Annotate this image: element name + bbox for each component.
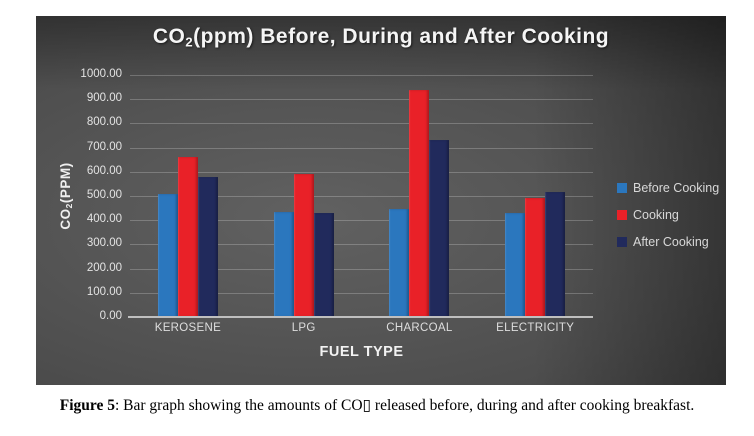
bar-lpg-before-cooking xyxy=(273,211,294,317)
legend-label: Before Cooking xyxy=(633,181,720,195)
x-axis-title: FUEL TYPE xyxy=(319,344,404,360)
plot-area xyxy=(128,75,593,318)
gridline xyxy=(130,196,593,197)
gridline xyxy=(130,292,593,294)
bar-kerosene-before-cooking xyxy=(157,193,178,317)
bar-electricity-cooking xyxy=(525,198,546,317)
x-axis-ticks: KEROSENE LPG CHARCOAL ELECTRICITY xyxy=(130,322,593,336)
gridline xyxy=(130,244,593,246)
y-tick-label: 200.00 xyxy=(86,261,122,274)
figure-caption: Figure 5: Bar graph showing the amounts … xyxy=(0,396,754,415)
chart-title: CO2(ppm) Before, During and After Cookin… xyxy=(36,25,726,50)
legend-label: Cooking xyxy=(633,208,679,222)
chart-title-pre: CO xyxy=(152,25,186,48)
bar-charcoal-cooking xyxy=(409,89,430,317)
y-tick-label: 700.00 xyxy=(86,140,122,153)
y-tick-label: 900.00 xyxy=(86,92,122,105)
gridline xyxy=(130,220,593,222)
x-tick-label-electricity: ELECTRICITY xyxy=(496,322,575,334)
gridline xyxy=(130,123,593,125)
legend-swatch-icon xyxy=(617,237,627,247)
bar-electricity-before-cooking xyxy=(505,212,526,317)
y-tick-label: 0.00 xyxy=(99,310,122,322)
legend-swatch-icon xyxy=(617,210,627,220)
legend-swatch-icon xyxy=(617,183,627,193)
x-axis-line xyxy=(128,316,593,318)
legend-item-cooking: Cooking xyxy=(617,208,719,222)
figure-caption-text: : Bar graph showing the amounts of CO▯ r… xyxy=(114,397,695,414)
gridline xyxy=(130,99,593,101)
bar-kerosene-after-cooking xyxy=(197,177,218,317)
gridline xyxy=(130,171,593,173)
y-tick-label: 300.00 xyxy=(86,237,122,250)
bar-kerosene-cooking xyxy=(177,157,198,317)
x-tick-label-kerosene: KEROSENE xyxy=(154,322,222,334)
bar-charcoal-after-cooking xyxy=(429,140,450,317)
gridline xyxy=(130,75,593,76)
y-tick-label: 400.00 xyxy=(86,213,122,226)
y-tick-label: 800.00 xyxy=(86,116,122,129)
y-tick-label: 500.00 xyxy=(86,189,122,201)
legend-item-after-cooking: After Cooking xyxy=(617,235,719,249)
y-axis-ticks: 1000.00 900.00 800.00 700.00 600.00 500.00 400… xyxy=(36,68,122,322)
y-tick-label: 100.00 xyxy=(86,285,122,298)
bar-electricity-after-cooking xyxy=(545,191,566,317)
y-tick-label: 1000.00 xyxy=(80,68,122,80)
figure-caption-label: Figure 5 xyxy=(59,397,115,414)
gridline xyxy=(130,147,593,149)
bar-charcoal-before-cooking xyxy=(389,208,410,317)
legend: Before Cooking Cooking After Cooking xyxy=(617,181,719,249)
legend-item-before-cooking: Before Cooking xyxy=(617,181,719,195)
gridline xyxy=(130,268,593,270)
bar-lpg-after-cooking xyxy=(313,213,334,317)
bar-lpg-cooking xyxy=(293,173,314,317)
y-tick-label: 600.00 xyxy=(86,164,122,177)
x-tick-label-lpg: LPG xyxy=(291,322,316,334)
chart-title-subscript: 2 xyxy=(185,34,194,50)
x-tick-label-charcoal: CHARCOAL xyxy=(386,322,453,334)
chart-title-post: (ppm) Before, During and After Cooking xyxy=(193,25,610,48)
chart-figure: CO2(ppm) Before, During and After Cookin… xyxy=(36,16,726,385)
legend-label: After Cooking xyxy=(633,235,709,249)
